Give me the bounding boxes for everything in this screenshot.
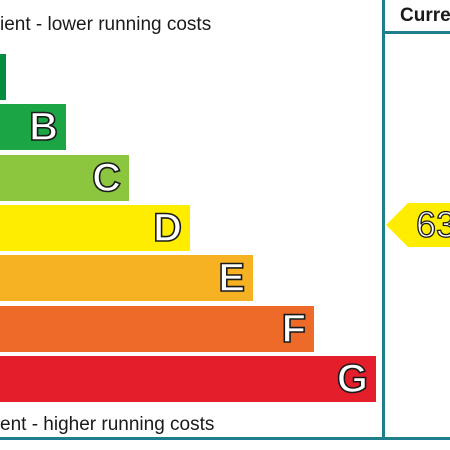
band-d-letter: D (152, 205, 182, 251)
band-a (0, 54, 6, 100)
band-c-letter: C (91, 155, 121, 201)
band-d: D (0, 205, 190, 251)
band-e-letter: E (218, 255, 246, 301)
band-f: F (0, 306, 314, 352)
band-c: C (0, 155, 129, 201)
band-f-letter: F (281, 306, 307, 352)
band-g: G (0, 356, 376, 402)
current-column-header: Curre (400, 5, 450, 26)
bottom-rule (0, 437, 450, 440)
efficiency-bottom-caption: ent - higher running costs (0, 414, 215, 435)
header-rule (384, 31, 450, 34)
column-divider (382, 0, 385, 440)
current-rating-arrow (386, 203, 450, 247)
current-rating-value: 63 (415, 203, 450, 245)
band-b-letter: B (28, 104, 58, 150)
band-g-letter: G (336, 356, 369, 402)
current-rating-arrow-shape (386, 203, 450, 247)
band-b: B (0, 104, 66, 150)
efficiency-top-caption: ient - lower running costs (0, 14, 212, 35)
band-e: E (0, 255, 253, 301)
